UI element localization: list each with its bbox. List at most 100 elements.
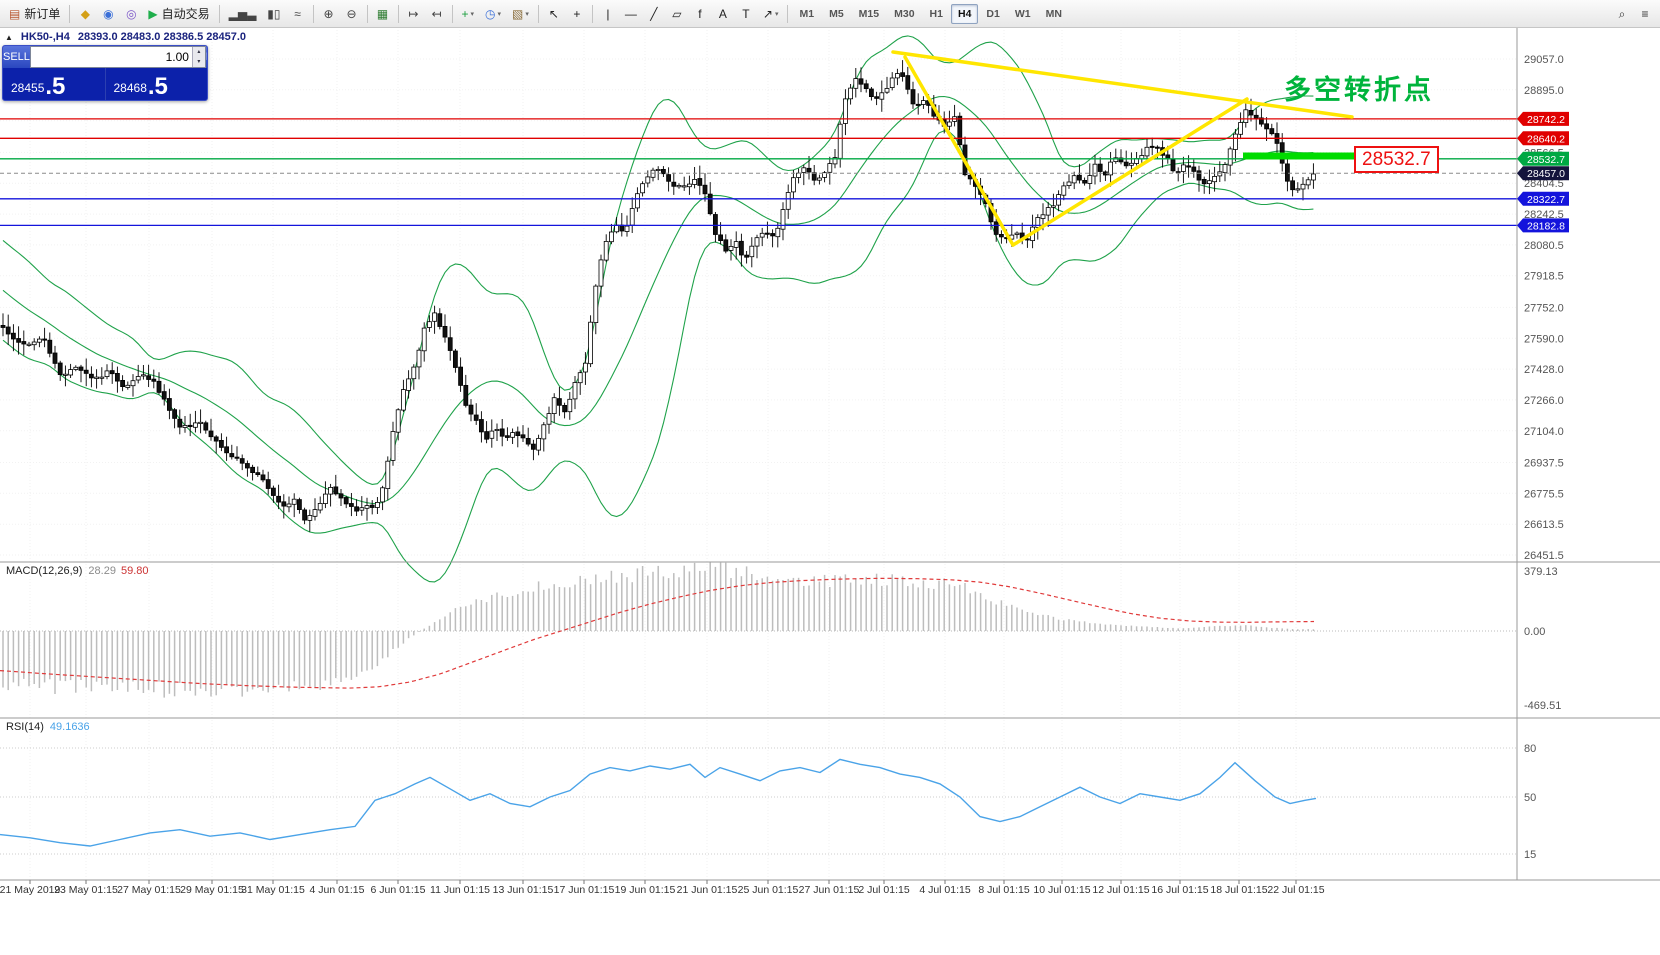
text-icon[interactable]: A bbox=[712, 3, 734, 25]
candle bbox=[411, 364, 417, 390]
toolbars-menu-button[interactable]: ≡ bbox=[1634, 3, 1656, 25]
data-window-icon-icon: ◉ bbox=[103, 6, 114, 21]
zoom-in-icon[interactable]: ⊕ bbox=[318, 3, 340, 25]
volume-stepper: ▴ ▾ bbox=[29, 46, 206, 68]
tile-windows-icon[interactable]: ▦ bbox=[372, 3, 394, 25]
timeframe-m1[interactable]: M1 bbox=[799, 7, 815, 20]
text-label-icon[interactable]: T bbox=[735, 3, 757, 25]
volume-increase-button[interactable]: ▴ bbox=[192, 47, 205, 57]
candle bbox=[858, 67, 864, 93]
time-tick-label: 12 Jul 01:15 bbox=[1092, 884, 1149, 896]
candle bbox=[68, 363, 73, 378]
candle bbox=[827, 156, 833, 185]
new-order-button[interactable]: ▤ 新订单 bbox=[4, 3, 65, 25]
zoom-out-icon[interactable]: ⊖ bbox=[341, 3, 363, 25]
templates-icon[interactable]: ▧ ▾ bbox=[507, 3, 534, 25]
candle bbox=[1295, 182, 1301, 193]
candle bbox=[125, 381, 131, 390]
candle-chart-icon[interactable]: ▮▯ bbox=[262, 3, 285, 25]
indicators-icon-icon: + bbox=[461, 6, 469, 21]
horizontal-line-icon[interactable]: — bbox=[620, 3, 642, 25]
buy-price-main: 28468 bbox=[113, 81, 147, 95]
candle bbox=[1191, 159, 1197, 178]
candle bbox=[791, 170, 796, 200]
vertical-line-icon[interactable]: | bbox=[597, 3, 619, 25]
line-chart-icon[interactable]: ≈ bbox=[287, 3, 309, 25]
candle bbox=[255, 466, 261, 477]
channel-icon[interactable]: ▱ bbox=[666, 3, 688, 25]
timeframe-m5[interactable]: M5 bbox=[829, 7, 844, 20]
data-window-icon[interactable]: ◉ bbox=[97, 3, 119, 25]
one-click-trading-panel: SELL ▴ ▾ BUY 28455 .5 28468 .5 bbox=[2, 45, 208, 101]
candle bbox=[78, 364, 84, 383]
tile-windows-icon-icon: ▦ bbox=[376, 6, 389, 21]
candle bbox=[525, 427, 531, 447]
candle bbox=[166, 388, 172, 420]
candle bbox=[806, 156, 812, 180]
toolbar-separator bbox=[366, 4, 368, 23]
strategy-tester-icon[interactable]: ◎ bbox=[120, 3, 142, 25]
candle bbox=[0, 313, 6, 337]
candle bbox=[1227, 146, 1233, 176]
line-chart-icon-icon: ≈ bbox=[294, 6, 301, 21]
trendline-object[interactable] bbox=[891, 50, 1354, 119]
price-scale[interactable]: 29057.028895.028733.028566.528404.528242… bbox=[1517, 54, 1569, 861]
timeframe-m15[interactable]: M15 bbox=[858, 7, 880, 20]
toolbar-separator bbox=[451, 4, 453, 23]
candle bbox=[421, 322, 427, 362]
indicators-icon[interactable]: + ▾ bbox=[457, 3, 480, 25]
timeframe-w1[interactable]: W1 bbox=[1014, 7, 1031, 20]
timeframe-mn[interactable]: MN bbox=[1045, 7, 1062, 20]
candlestick-series bbox=[0, 60, 1316, 532]
timeframe-d1[interactable]: D1 bbox=[986, 7, 1000, 20]
periods-icon[interactable]: ◷ ▾ bbox=[480, 3, 506, 25]
buy-button[interactable]: BUY bbox=[205, 46, 207, 68]
turning-point-annotation[interactable]: 多空转折点 bbox=[1284, 75, 1434, 105]
bar-chart-icon[interactable]: ▂▅▃ bbox=[224, 3, 262, 25]
volume-decrease-button[interactable]: ▾ bbox=[192, 57, 205, 67]
arrows-icon-icon: ↗ bbox=[762, 6, 773, 21]
candle bbox=[713, 212, 718, 243]
svg-text:28322.7: 28322.7 bbox=[1527, 194, 1565, 206]
timeframe-m30[interactable]: M30 bbox=[894, 7, 915, 20]
trendline-object[interactable] bbox=[1011, 97, 1249, 247]
candle bbox=[1123, 150, 1129, 169]
sell-button[interactable]: SELL bbox=[3, 46, 30, 68]
macd-signal-line bbox=[0, 577, 1315, 689]
horizontal-line-icon-icon: — bbox=[624, 6, 637, 21]
auto-scroll-icon[interactable]: ↦ bbox=[403, 3, 425, 25]
time-tick-label: 10 Jul 01:15 bbox=[1033, 884, 1090, 896]
candle bbox=[754, 234, 760, 259]
chart-canvas[interactable]: 29057.028895.028733.028566.528404.528242… bbox=[0, 28, 1660, 902]
search-button[interactable]: ⌕ bbox=[1611, 3, 1633, 25]
one-click-collapse-button[interactable]: ▲ bbox=[5, 32, 13, 42]
trendline-icon[interactable]: ╱ bbox=[643, 3, 665, 25]
candle bbox=[182, 416, 188, 433]
candle bbox=[1108, 152, 1113, 187]
fibonacci-icon[interactable]: f bbox=[689, 3, 711, 25]
search-icon: ⌕ bbox=[1618, 6, 1626, 21]
candle bbox=[536, 434, 541, 456]
candle bbox=[661, 166, 666, 177]
candle bbox=[723, 234, 729, 254]
auto-trading-button[interactable]: ▶ 自动交易 bbox=[143, 3, 214, 25]
crosshair-icon[interactable]: + bbox=[566, 3, 588, 25]
price-tick-label: 26937.5 bbox=[1524, 458, 1564, 470]
toolbar-separator bbox=[218, 4, 220, 23]
timeframe-h1[interactable]: H1 bbox=[929, 7, 943, 20]
arrows-icon[interactable]: ↗ ▾ bbox=[758, 3, 784, 25]
volume-input[interactable] bbox=[30, 47, 192, 67]
candle bbox=[260, 469, 266, 483]
timeframe-h4[interactable]: H4 bbox=[950, 3, 979, 24]
chart-shift-icon[interactable]: ↤ bbox=[426, 3, 448, 25]
dropdown-arrow-icon: ▾ bbox=[774, 10, 779, 18]
candle bbox=[442, 314, 448, 343]
price-flag-label[interactable]: 28532.7 bbox=[1354, 146, 1439, 173]
candle bbox=[416, 347, 422, 380]
trendline-object[interactable] bbox=[903, 55, 1015, 247]
market-watch-icon[interactable]: ◆ bbox=[74, 3, 96, 25]
candle bbox=[733, 231, 739, 260]
candle bbox=[1181, 156, 1186, 184]
cursor-icon[interactable]: ↖ bbox=[543, 3, 565, 25]
